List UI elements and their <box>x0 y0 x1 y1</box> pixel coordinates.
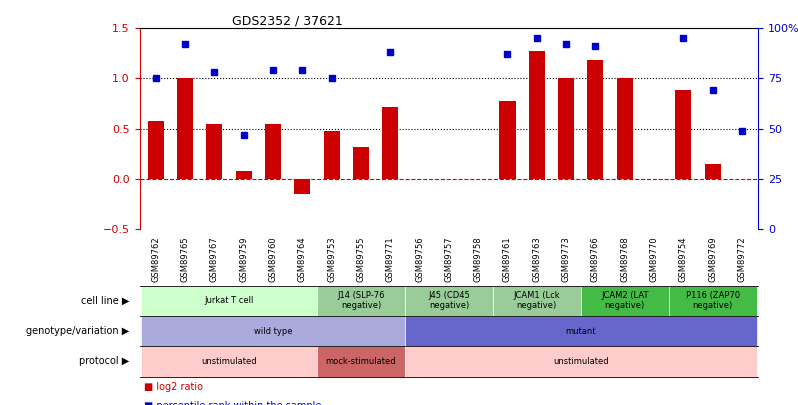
Text: protocol ▶: protocol ▶ <box>79 356 129 367</box>
Text: J14 (SLP-76
negative): J14 (SLP-76 negative) <box>338 291 385 310</box>
Text: JCAM2 (LAT
negative): JCAM2 (LAT negative) <box>601 291 649 310</box>
Bar <box>500 100 516 179</box>
Text: J45 (CD45
negative): J45 (CD45 negative) <box>428 291 470 310</box>
Bar <box>529 51 545 179</box>
Bar <box>265 124 281 179</box>
Bar <box>705 164 721 179</box>
Bar <box>207 124 223 179</box>
Text: mock-stimulated: mock-stimulated <box>326 357 397 366</box>
Bar <box>617 79 633 179</box>
Bar <box>382 107 398 179</box>
Text: P116 (ZAP70
negative): P116 (ZAP70 negative) <box>685 291 740 310</box>
Bar <box>177 79 193 179</box>
Text: wild type: wild type <box>254 326 292 336</box>
Bar <box>294 179 310 194</box>
Bar <box>587 60 603 179</box>
Bar <box>148 121 164 179</box>
Bar <box>323 130 340 179</box>
Bar <box>235 171 251 179</box>
Text: genotype/variation ▶: genotype/variation ▶ <box>26 326 129 336</box>
Bar <box>558 79 575 179</box>
Text: cell line ▶: cell line ▶ <box>81 296 129 306</box>
Bar <box>353 147 369 179</box>
Text: GDS2352 / 37621: GDS2352 / 37621 <box>232 14 343 27</box>
Bar <box>675 90 691 179</box>
Text: JCAM1 (Lck
negative): JCAM1 (Lck negative) <box>513 291 560 310</box>
Text: Jurkat T cell: Jurkat T cell <box>204 296 254 305</box>
Text: unstimulated: unstimulated <box>201 357 257 366</box>
Text: ■ percentile rank within the sample: ■ percentile rank within the sample <box>144 401 321 405</box>
Text: mutant: mutant <box>566 326 596 336</box>
Text: unstimulated: unstimulated <box>553 357 609 366</box>
Text: ■ log2 ratio: ■ log2 ratio <box>144 382 203 392</box>
